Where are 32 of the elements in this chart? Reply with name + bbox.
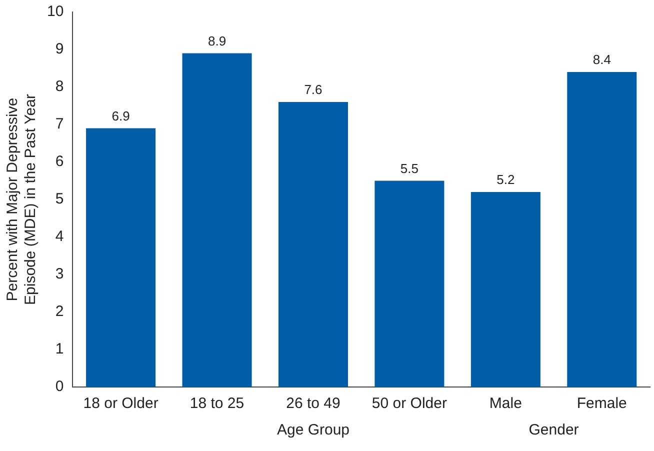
y-tick-label: 1 xyxy=(55,340,64,358)
y-tick-label: 4 xyxy=(55,228,64,246)
data-label: 5.5 xyxy=(400,160,418,176)
y-tick-label: 6 xyxy=(55,153,64,170)
y-tick-label: 9 xyxy=(55,40,64,58)
y-tick-label: 7 xyxy=(55,116,64,133)
y-tick-label: 0 xyxy=(55,378,64,396)
bar xyxy=(470,192,540,387)
y-tick-label: 5 xyxy=(55,190,64,208)
data-label: 7.6 xyxy=(304,82,322,98)
text: Gender xyxy=(528,422,579,439)
x-tick-label: Female xyxy=(576,395,627,412)
data-label: 8.4 xyxy=(592,52,611,68)
data-label: 5.2 xyxy=(496,172,515,188)
x-tick-label: 26 to 49 xyxy=(286,395,340,412)
bar xyxy=(278,102,348,387)
text: Age Group xyxy=(276,422,350,439)
x-tick-label: 50 or Older xyxy=(372,395,447,412)
bar xyxy=(567,72,637,387)
bar xyxy=(182,53,252,387)
x-tick-label: 18 to 25 xyxy=(190,395,244,412)
bar xyxy=(86,128,156,387)
y-tick-label: 2 xyxy=(55,303,64,320)
y-axis-title: Percent with Major Depressive Episode (MDE) in the Past Year xyxy=(4,94,40,305)
x-tick-label: 18 or Older xyxy=(83,395,158,412)
y-tick-label: 10 xyxy=(46,3,64,20)
bar xyxy=(374,180,444,387)
x-tick-label: Male xyxy=(489,395,522,412)
data-label: 8.9 xyxy=(208,33,226,48)
y-tick-label: 8 xyxy=(55,78,64,96)
y-tick-label: 3 xyxy=(55,266,64,283)
data-label: 6.9 xyxy=(112,108,130,124)
